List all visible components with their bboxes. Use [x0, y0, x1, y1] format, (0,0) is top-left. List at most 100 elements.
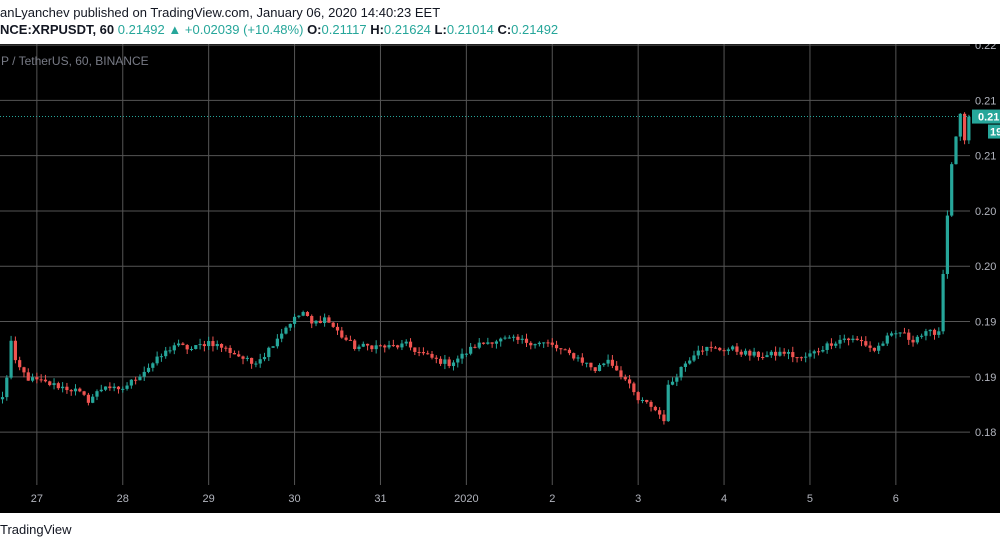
candle	[494, 339, 499, 349]
candle-body	[559, 348, 563, 350]
candle	[829, 338, 834, 350]
candle-body	[967, 116, 971, 141]
candle	[241, 355, 245, 365]
candle-body	[945, 215, 949, 274]
candle	[267, 346, 271, 361]
candle-body	[743, 350, 748, 355]
candle-body	[662, 414, 666, 422]
candle-body	[327, 317, 331, 323]
candle-body	[202, 344, 206, 347]
candle-body	[176, 343, 181, 346]
candle	[413, 347, 417, 356]
time-axis[interactable]	[0, 485, 970, 513]
candle	[43, 374, 48, 383]
candle	[331, 321, 335, 328]
candle-body	[438, 358, 443, 364]
candle	[121, 386, 125, 393]
candle	[589, 362, 593, 371]
candle	[859, 336, 864, 347]
candle	[748, 349, 752, 361]
candle-body	[241, 356, 245, 359]
candle-body	[469, 346, 473, 354]
candle	[103, 386, 108, 392]
open-value: 0.21117	[321, 22, 367, 37]
candle	[95, 389, 99, 401]
candle	[438, 356, 443, 367]
time-tick-label: 2	[549, 493, 555, 505]
candle-body	[112, 386, 116, 389]
candle	[451, 360, 456, 371]
candle-body	[855, 338, 859, 340]
candle-body	[198, 344, 202, 346]
candle-body	[168, 350, 172, 352]
tradingview-brand[interactable]: TradingView	[0, 522, 72, 537]
countdown-badge	[988, 124, 1000, 139]
candle	[142, 366, 146, 381]
candle-body	[237, 354, 241, 357]
candle	[623, 374, 627, 382]
chart-legend: P / TetherUS, 60, BINANCE	[1, 54, 149, 68]
candle-body	[35, 377, 39, 380]
candle	[116, 386, 121, 394]
candle	[69, 388, 73, 396]
price-chart[interactable]: 0.22 0.21 0.21 0.20 0.20 0.19 0.19 0.18 27 28 29 3…	[0, 44, 1000, 513]
candle	[765, 351, 769, 358]
candle	[61, 382, 65, 393]
candle	[460, 348, 464, 364]
candle-body	[387, 345, 391, 348]
candle-body	[207, 341, 211, 347]
price-tick-label: 0.20	[975, 261, 996, 273]
candle-body	[700, 350, 705, 352]
candle-body	[443, 359, 447, 364]
candle-body	[292, 316, 297, 324]
candle	[911, 335, 915, 347]
candle	[262, 352, 267, 362]
candle	[13, 336, 17, 364]
candle-body	[477, 342, 481, 348]
candle	[524, 333, 529, 348]
low-value: 0.21014	[446, 22, 494, 37]
candle	[593, 367, 597, 373]
candle-body	[430, 353, 434, 358]
candle-body	[228, 347, 232, 353]
candle	[447, 356, 451, 369]
publish-info: anLyanchev published on TradingView.com,…	[0, 5, 441, 20]
candle-body	[65, 386, 69, 391]
candle-body	[658, 410, 662, 415]
candle	[207, 336, 211, 350]
candle	[481, 342, 486, 345]
candle-body	[189, 348, 194, 350]
candle-body	[769, 351, 773, 356]
candle-body	[357, 346, 361, 349]
symbol-label[interactable]: NCE:XRPUSDT, 60	[0, 22, 115, 37]
candle-body	[649, 401, 653, 407]
candle	[542, 342, 546, 348]
candle-body	[898, 332, 902, 334]
candle-body	[503, 337, 507, 339]
price-tick-label: 0.21	[975, 95, 996, 107]
time-tick-label: 27	[31, 493, 43, 505]
candle	[610, 354, 614, 369]
candle	[700, 345, 705, 355]
candle-body	[670, 381, 675, 385]
candle	[408, 338, 413, 351]
candle-body	[812, 351, 816, 354]
candle	[520, 335, 524, 344]
candle-body	[499, 338, 503, 342]
candle	[705, 346, 709, 356]
candle-body	[262, 357, 267, 360]
candle	[606, 354, 610, 367]
candle-body	[125, 385, 129, 389]
candle	[696, 345, 700, 360]
candle-body	[391, 345, 395, 347]
candle	[387, 340, 391, 350]
candle-body	[254, 363, 258, 365]
candle	[237, 350, 241, 358]
candle-body	[507, 337, 511, 339]
candle	[580, 353, 584, 366]
candle-body	[524, 338, 529, 343]
candle-body	[370, 345, 374, 350]
candle-body	[116, 386, 121, 390]
candle-body	[683, 363, 688, 367]
candle	[795, 357, 799, 363]
